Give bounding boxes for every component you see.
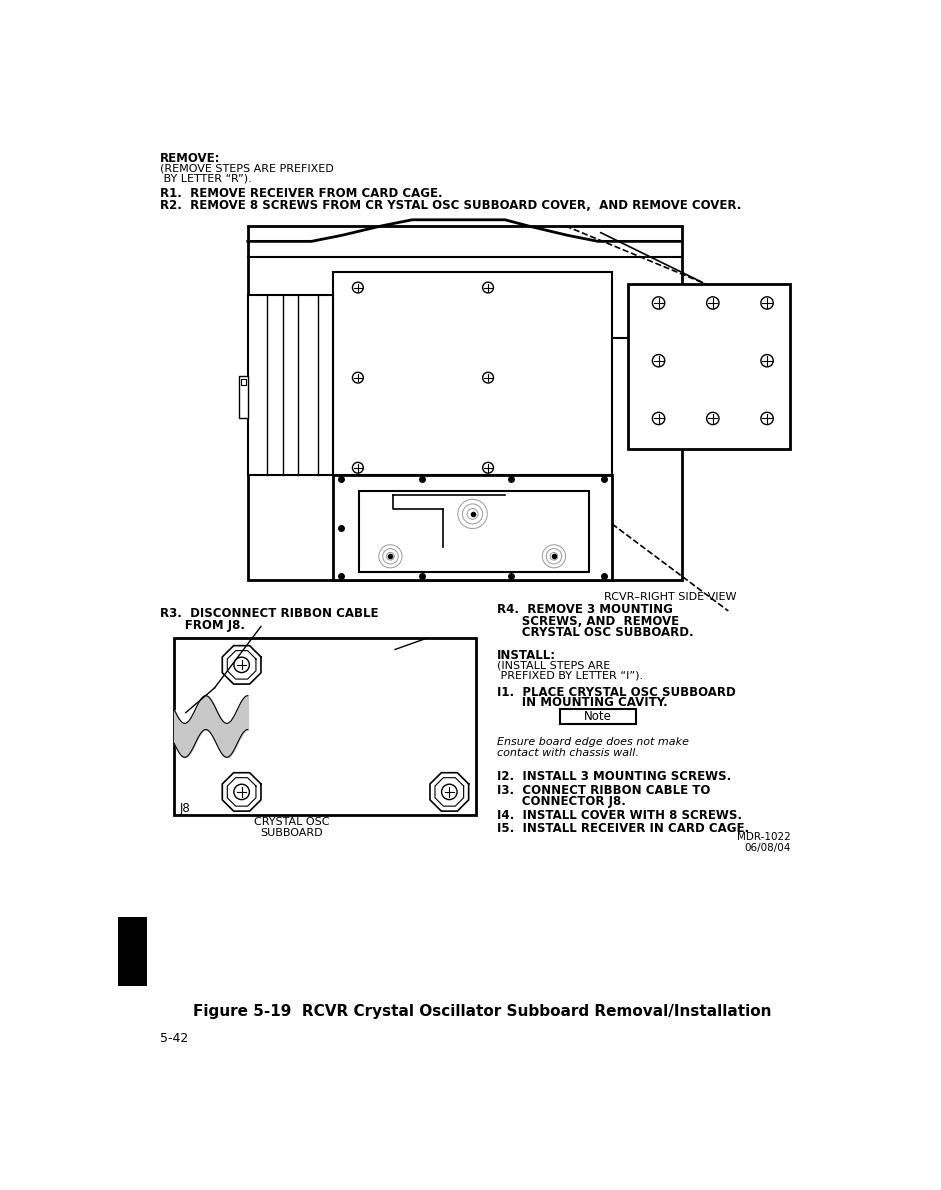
Circle shape (353, 463, 363, 474)
Circle shape (761, 355, 774, 367)
Circle shape (353, 372, 363, 383)
Text: (REMOVE STEPS ARE PREFIXED: (REMOVE STEPS ARE PREFIXED (160, 163, 334, 174)
Circle shape (234, 657, 249, 672)
Bar (239, 376, 247, 419)
Bar (247, 226, 682, 581)
Text: INSTALL:: INSTALL: (498, 650, 556, 663)
Text: Figure 5-19  RCVR Crystal Oscillator Subboard Removal/Installation: Figure 5-19 RCVR Crystal Oscillator Subb… (193, 1003, 771, 1019)
Circle shape (761, 296, 774, 309)
Text: Ensure board edge does not make: Ensure board edge does not make (498, 738, 690, 747)
Bar (359, 490, 589, 572)
Circle shape (353, 282, 363, 293)
Text: I2.  INSTALL 3 MOUNTING SCREWS.: I2. INSTALL 3 MOUNTING SCREWS. (498, 770, 731, 783)
Text: CRYSTAL OSC: CRYSTAL OSC (254, 816, 329, 827)
Text: MDR-1022: MDR-1022 (737, 832, 790, 843)
Bar (247, 295, 333, 476)
Bar (333, 273, 612, 476)
Text: I1.  PLACE CRYSTAL OSC SUBBOARD: I1. PLACE CRYSTAL OSC SUBBOARD (498, 685, 736, 699)
Text: FROM J8.: FROM J8. (160, 619, 246, 632)
Circle shape (441, 784, 457, 800)
Bar (560, 709, 636, 725)
Circle shape (707, 296, 719, 309)
Text: I5.  INSTALL RECEIVER IN CARD CAGE.: I5. INSTALL RECEIVER IN CARD CAGE. (498, 822, 749, 835)
Circle shape (483, 372, 493, 383)
Text: I3.  CONNECT RIBBON CABLE TO: I3. CONNECT RIBBON CABLE TO (498, 784, 710, 797)
Circle shape (707, 412, 719, 425)
Text: contact with chassis wall.: contact with chassis wall. (498, 749, 639, 758)
Text: BY LETTER “R”).: BY LETTER “R”). (160, 174, 252, 183)
Text: PREFIXED BY LETTER “I”).: PREFIXED BY LETTER “I”). (498, 670, 644, 681)
Text: SUBBOARD: SUBBOARD (261, 828, 324, 838)
Bar (628, 283, 790, 450)
Circle shape (652, 412, 664, 425)
Text: J8: J8 (180, 802, 190, 815)
Text: R1.  REMOVE RECEIVER FROM CARD CAGE.: R1. REMOVE RECEIVER FROM CARD CAGE. (160, 188, 443, 200)
Text: R3.  DISCONNECT RIBBON CABLE: R3. DISCONNECT RIBBON CABLE (160, 607, 378, 620)
Text: (INSTALL STEPS ARE: (INSTALL STEPS ARE (498, 660, 611, 670)
Text: CONNECTOR J8.: CONNECTOR J8. (498, 795, 627, 808)
Circle shape (483, 463, 493, 474)
Bar (241, 380, 247, 384)
Bar (174, 638, 475, 815)
Text: SCREWS, AND  REMOVE: SCREWS, AND REMOVE (498, 615, 679, 628)
Text: Note: Note (584, 710, 612, 724)
Bar (118, 916, 147, 987)
Circle shape (234, 784, 249, 800)
Text: I4.  INSTALL COVER WITH 8 SCREWS.: I4. INSTALL COVER WITH 8 SCREWS. (498, 809, 742, 822)
Text: 06/08/04: 06/08/04 (744, 844, 790, 853)
Circle shape (652, 296, 664, 309)
Bar (333, 476, 612, 581)
Circle shape (761, 412, 774, 425)
Text: IN MOUNTING CAVITY.: IN MOUNTING CAVITY. (498, 696, 668, 709)
Text: R4.  REMOVE 3 MOUNTING: R4. REMOVE 3 MOUNTING (498, 603, 673, 616)
Text: REMOVE:: REMOVE: (160, 152, 221, 165)
Circle shape (483, 282, 493, 293)
Text: RCVR–RIGHT SIDE VIEW: RCVR–RIGHT SIDE VIEW (604, 591, 737, 602)
Text: CRYSTAL OSC SUBBOARD.: CRYSTAL OSC SUBBOARD. (498, 626, 694, 639)
Text: R2.  REMOVE 8 SCREWS FROM CR YSTAL OSC SUBBOARD COVER,  AND REMOVE COVER.: R2. REMOVE 8 SCREWS FROM CR YSTAL OSC SU… (160, 199, 742, 212)
Text: 5-42: 5-42 (160, 1032, 188, 1045)
Circle shape (652, 355, 664, 367)
